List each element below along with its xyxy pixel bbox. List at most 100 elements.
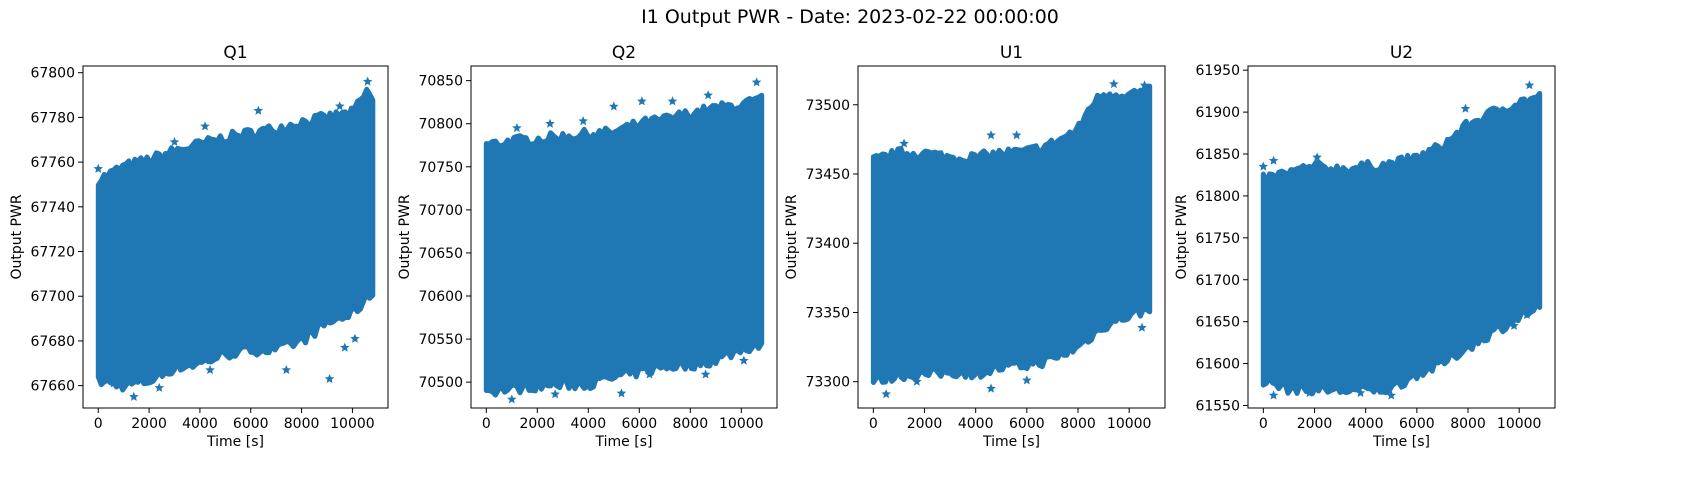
- data-point: [1524, 80, 1535, 90]
- data-point: [1312, 152, 1322, 162]
- data-point: [616, 388, 627, 398]
- y-tick-label: 70750: [418, 160, 463, 176]
- y-tick-label: 67720: [30, 245, 75, 261]
- data-point: [350, 333, 360, 343]
- chart-panel-u2: 0 2000 4000 6000 8000 10000 61550 61600 61650 617…: [1174, 43, 1556, 450]
- y-tick-label: 70600: [418, 289, 463, 305]
- x-tick-label: 6000: [1399, 416, 1435, 432]
- y-tick-label: 61750: [1195, 231, 1240, 247]
- y-tick-label: 73350: [805, 305, 850, 321]
- plot-area: [93, 76, 376, 401]
- data-point: [324, 373, 335, 383]
- y-tick-label: 73500: [805, 98, 850, 114]
- x-tick-label: 10000: [719, 416, 764, 432]
- y-tick-label: 61550: [1195, 398, 1240, 414]
- data-point: [1355, 387, 1366, 397]
- x-tick-label: 8000: [1450, 416, 1486, 432]
- x-tick-label: 2000: [519, 416, 555, 432]
- x-tick-label: 2000: [131, 416, 167, 432]
- chart-panel-q1: 0 2000 4000 6000 8000 10000 67660 67680 67700 677…: [9, 43, 389, 450]
- y-tick-label: 67800: [30, 66, 75, 82]
- x-tick-label: 10000: [330, 416, 375, 432]
- data-point: [667, 96, 678, 106]
- y-tick-label: 67760: [30, 155, 75, 171]
- y-tick-label: 67660: [30, 379, 75, 395]
- data-point: [335, 101, 345, 111]
- y-axis-label: Output PWR: [1174, 194, 1190, 279]
- x-tick-label: 10000: [1497, 416, 1542, 432]
- data-point: [1522, 310, 1532, 319]
- data-point: [200, 121, 210, 131]
- data-point: [169, 137, 180, 146]
- data-band: [483, 92, 765, 398]
- data-point: [1304, 387, 1315, 397]
- x-tick-label: 4000: [958, 416, 994, 432]
- axes-frame: [1247, 65, 1556, 409]
- data-point: [93, 163, 103, 173]
- axes-frame: [82, 65, 389, 409]
- data-point: [1011, 130, 1022, 140]
- chart-panel-u1: 0 2000 4000 6000 8000 10000 73300 73350 73400 734…: [784, 43, 1166, 450]
- data-point: [881, 389, 891, 399]
- x-tick-label: 10000: [1107, 416, 1152, 432]
- panel-title: Q1: [223, 43, 247, 63]
- data-point: [1386, 390, 1396, 400]
- data-point: [512, 123, 522, 133]
- axes-frame: [857, 65, 1166, 409]
- data-point: [507, 394, 517, 404]
- y-tick-label: 73450: [805, 167, 850, 183]
- x-tick-label: 6000: [233, 416, 269, 432]
- plot-area: [483, 77, 765, 404]
- data-point: [281, 365, 292, 374]
- data-point: [205, 365, 215, 374]
- data-point: [637, 96, 647, 106]
- x-tick-label: 6000: [1009, 416, 1045, 432]
- data-point: [362, 76, 373, 86]
- x-tick-label: 8000: [1060, 416, 1096, 432]
- data-point: [1509, 320, 1519, 330]
- data-point: [340, 342, 350, 352]
- data-point: [1139, 80, 1150, 90]
- data-point: [912, 376, 922, 386]
- data-point: [644, 369, 655, 379]
- y-tick-label: 73400: [805, 236, 850, 252]
- y-tick-label: 67680: [30, 334, 75, 350]
- data-point: [545, 118, 555, 128]
- panel-title: U2: [1390, 43, 1413, 63]
- y-tick-label: 70700: [418, 203, 463, 219]
- data-point: [1268, 155, 1279, 165]
- y-tick-label: 70500: [418, 375, 463, 391]
- y-tick-label: 70800: [418, 117, 463, 133]
- y-axis-label: Output PWR: [9, 194, 25, 279]
- data-point: [703, 90, 713, 100]
- y-tick-label: 70650: [418, 246, 463, 262]
- data-point: [1460, 103, 1471, 113]
- chart-panel-q2: 0 2000 4000 6000 8000 10000 70500 70550 70600 706…: [397, 43, 778, 450]
- y-tick-label: 73300: [805, 375, 850, 391]
- data-point: [154, 382, 164, 392]
- x-axis-label: Time [s]: [1372, 434, 1430, 450]
- x-axis-label: Time [s]: [595, 434, 653, 450]
- x-tick-label: 6000: [621, 416, 657, 432]
- y-tick-label: 67700: [30, 289, 75, 305]
- data-point: [609, 101, 619, 111]
- panel-title: U1: [1000, 43, 1023, 63]
- data-point: [1258, 161, 1269, 171]
- data-point: [1137, 322, 1147, 332]
- y-tick-label: 61800: [1195, 189, 1240, 205]
- data-point: [550, 389, 560, 399]
- data-band: [1260, 90, 1543, 397]
- x-tick-label: 4000: [570, 416, 606, 432]
- panel-title: Q2: [612, 43, 636, 63]
- y-tick-label: 61600: [1195, 357, 1240, 373]
- x-tick-label: 4000: [182, 416, 218, 432]
- axes-frame: [470, 65, 778, 409]
- y-tick-label: 67740: [30, 200, 75, 216]
- y-tick-label: 70850: [418, 74, 463, 90]
- x-tick-label: 8000: [672, 416, 708, 432]
- x-tick-label: 8000: [284, 416, 320, 432]
- data-point: [739, 355, 749, 365]
- data-point: [986, 383, 996, 393]
- y-axis-label: Output PWR: [784, 194, 800, 279]
